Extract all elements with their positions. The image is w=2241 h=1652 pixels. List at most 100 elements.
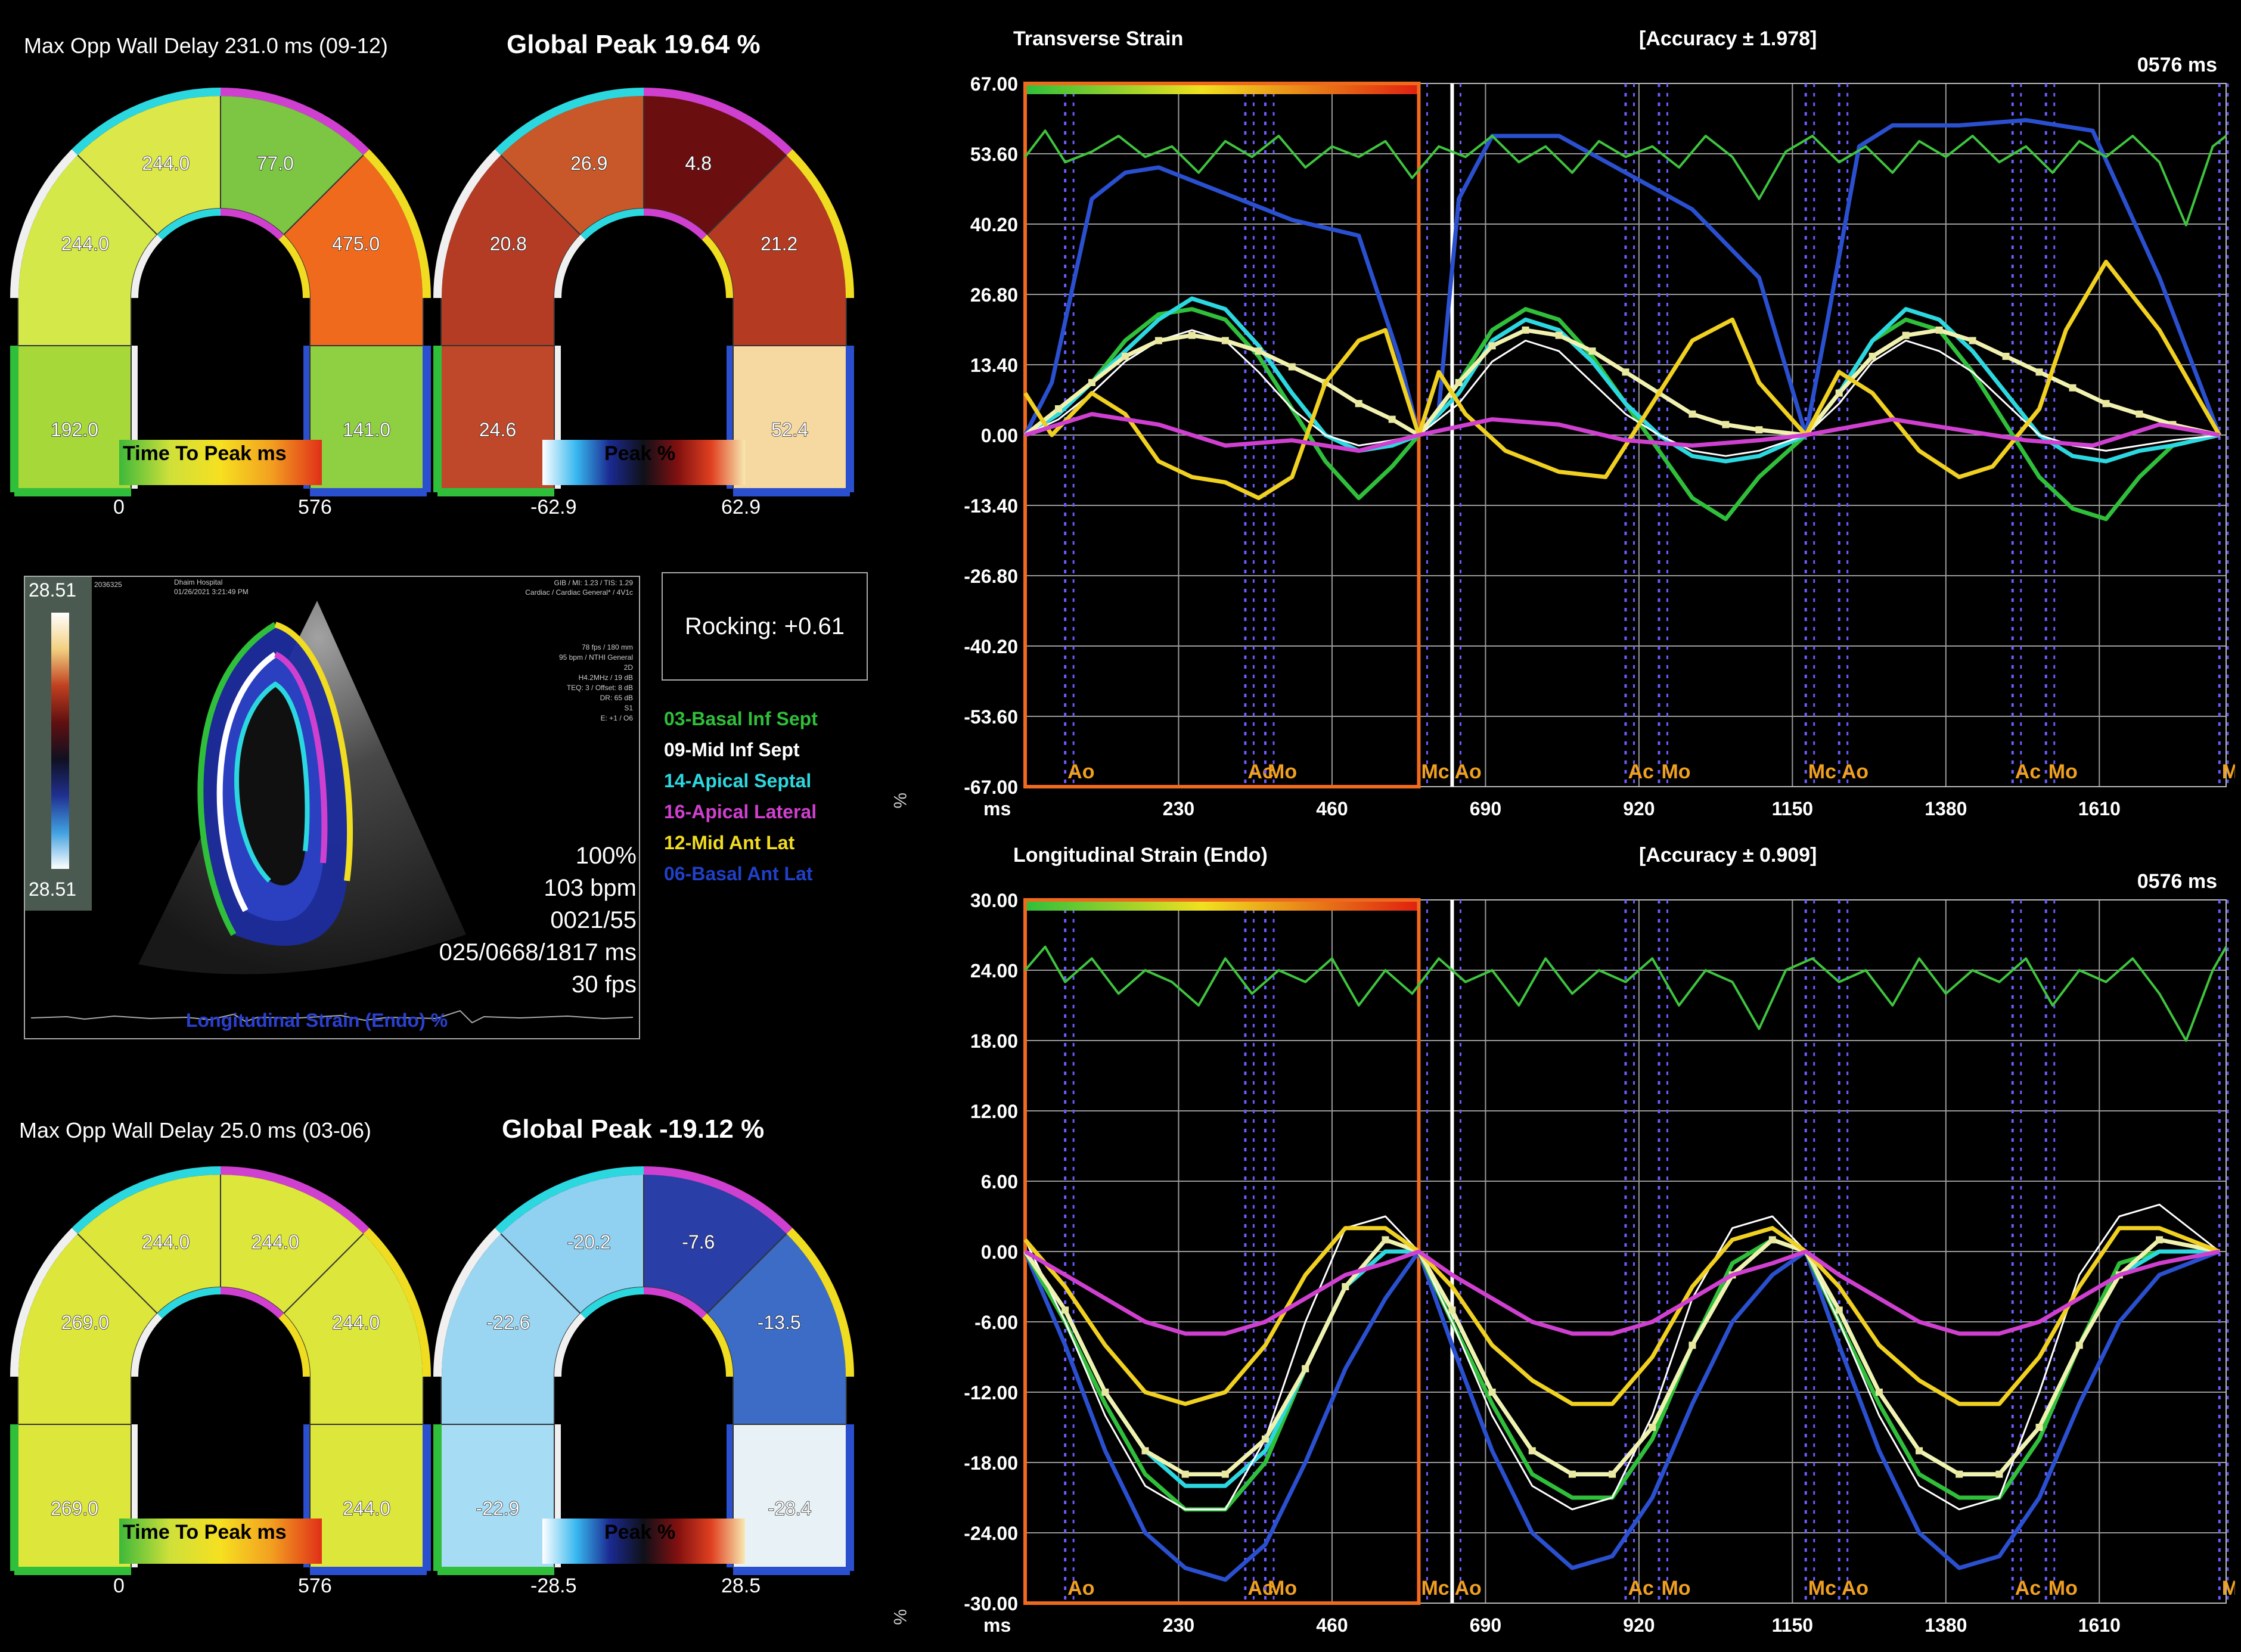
transverse-ylabel: % [890,793,910,809]
transverse-global-marker [1835,389,1843,397]
transverse-global-marker [1722,421,1730,428]
bottom-ttp-segment-value: 244.0 [343,1498,390,1519]
top-ttp-ring-arc [10,149,78,299]
longitudinal-ytick: -24.00 [964,1523,1018,1544]
transverse-ytick: 40.20 [970,214,1018,235]
transverse-global-marker [1755,426,1763,434]
longitudinal-series-line [1023,1249,2221,1582]
longitudinal-global-marker [1488,1389,1496,1396]
transverse-series-line [1024,412,2220,453]
transverse-series-line [1023,259,2221,501]
transverse-global-marker [1355,400,1362,408]
top-peak-bullseye: 24.6 20.8 26.9 4.8 21.2 52.4 [433,88,854,496]
transverse-global-marker [2102,400,2110,408]
longitudinal-global-marker [1448,1306,1456,1314]
longitudinal-event-label: Mo [2048,1577,2078,1600]
bottom-peak-segment [440,1424,555,1568]
top-ttp-bullseye: 192.0 244.0 244.0 77.0 475.0 141.0 [10,88,431,496]
transverse-event-label: Mo [2048,760,2078,783]
bottom-ttp-ring-arc [363,1228,431,1377]
bottom-ttp-ring-arc [278,1313,310,1377]
transverse-cycle-bar [1025,83,1419,94]
echo-settings-2: 78 fps / 180 mm 95 bpm / NTHI General 2D… [558,643,633,722]
top-ttp-ring-arc [278,234,310,299]
echo-panel[interactable]: 28.51 28.51 2036325 Dhaim Hospital 01/26… [24,576,640,1039]
longitudinal-ytick: 0.00 [981,1241,1018,1263]
longitudinal-global-marker [1262,1435,1269,1443]
longitudinal-title: Longitudinal Strain (Endo) [1013,844,1268,867]
longitudinal-event-label: Mc [1808,1577,1836,1600]
top-ttp-segment-value: 244.0 [61,233,109,254]
longitudinal-global-marker [1528,1447,1536,1455]
longitudinal-event-label: Ao [1454,1577,1481,1600]
transverse-strain-chart[interactable]: Transverse Strain [Accuracy ± 1.978] 0576 … [876,12,2235,834]
longitudinal-series-line [1023,1226,2221,1406]
echo-stat-frame: 0021/55 [550,907,637,933]
longitudinal-global-marker [1101,1389,1109,1396]
longitudinal-event-label: Ac [1247,1577,1273,1600]
legend-item: 16-Apical Lateral [664,801,817,822]
top-peak-segment-value: 26.9 [570,153,607,174]
bottom-ttp-colorbar: Time To Peak ms [119,1519,322,1564]
top-peak-segment [732,345,847,489]
transverse-series-line [1024,307,2220,521]
top-ttp-ring-arc [363,149,431,299]
bottom-peak-ring-arc [433,1228,501,1377]
longitudinal-global-marker [1995,1470,2003,1478]
longitudinal-global-marker [1688,1342,1696,1349]
transverse-global-marker [2069,384,2077,392]
bottom-ttp-ring-arc [220,1287,284,1319]
transverse-event-label: Ac [2015,760,2041,783]
top-ttp-segment-value: 141.0 [343,419,390,440]
bottom-peak-ring-arc [554,1313,586,1377]
echo-scale-bottom: 28.51 [29,878,77,900]
legend-item: 14-Apical Septal [664,770,812,791]
top-ttp-segment [17,345,132,489]
legend-item: 03-Basal Inf Sept [664,708,818,729]
top-ttp-segment-value: 244.0 [142,153,190,174]
longitudinal-ytick: 18.00 [970,1030,1018,1052]
transverse-ytick: 0.00 [981,425,1018,446]
transverse-ytick: -67.00 [964,777,1018,798]
bottom-ttp-ring-arc [131,1313,163,1377]
bottom-peak-label: Peak % [604,1521,676,1544]
transverse-ytick: 13.40 [970,355,1018,376]
top-peak-ring-arc [433,149,501,299]
transverse-global-marker [2002,352,2010,360]
echo-stat-fps: 30 fps [572,971,637,998]
longitudinal-xtick: 690 [1470,1614,1501,1636]
longitudinal-global-marker [1568,1470,1576,1478]
bottom-peak-ring-arc [580,1287,644,1319]
bottom-peak-ring-arc [786,1228,854,1377]
top-ttp-ring-arc [220,209,284,240]
transverse-event-label: Ac [1628,760,1654,783]
top-peak-ring-arc [702,234,733,299]
transverse-xtick: 230 [1163,798,1194,819]
longitudinal-xtick: 230 [1163,1614,1194,1636]
transverse-ytick: -26.80 [964,566,1018,587]
transverse-global-marker [2035,368,2043,376]
top-peak-ring-arc [786,149,854,299]
bottom-ttp-ring-arc [220,1166,370,1234]
transverse-global-marker [1288,363,1296,371]
transverse-series-line [1023,328,2220,437]
top-peak-ring-arc [643,209,707,240]
bottom-peak-bullseye: -22.9 -22.6 -20.2 -7.6 -13.5 -28.4 [433,1166,854,1575]
transverse-global-marker [1522,326,1529,334]
longitudinal-global-marker [2156,1236,2164,1244]
bottom-global-peak: Global Peak -19.12 % [502,1114,765,1144]
top-ttp-segment [309,345,424,489]
longitudinal-ytick: 6.00 [981,1171,1018,1193]
transverse-global-marker [1622,368,1629,376]
top-peak-segment-value: 21.2 [761,233,797,254]
longitudinal-accuracy: [Accuracy ± 0.909] [1639,844,1817,867]
bottom-peak-segment-value: -20.2 [567,1231,611,1253]
top-peak-ring-arc [495,88,644,156]
transverse-global-marker [2136,410,2143,418]
transverse-ytick: -53.60 [964,706,1018,728]
transverse-event-label: Ao [1067,760,1094,783]
top-peak-ring-arc [554,234,586,299]
echo-stat-bpm: 103 bpm [544,875,637,901]
longitudinal-strain-chart[interactable]: Longitudinal Strain (Endo) [Accuracy ± 0.… [876,828,2235,1651]
longitudinal-event-label: Mc [1421,1577,1449,1600]
